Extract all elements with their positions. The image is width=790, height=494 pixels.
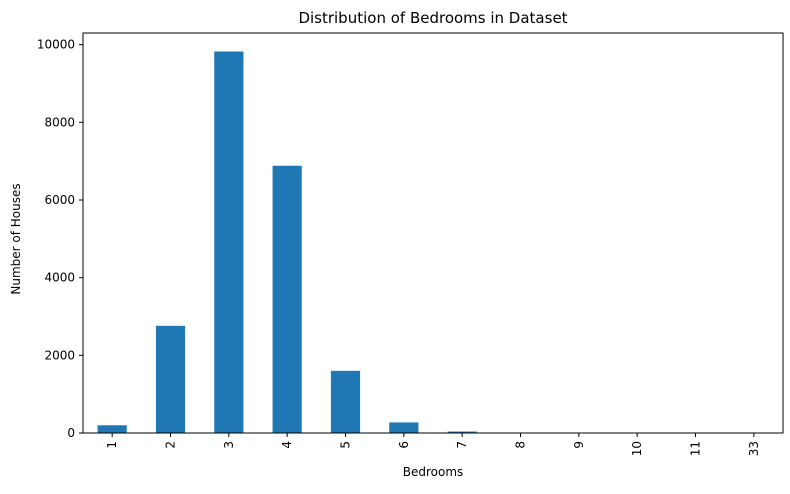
bar-3 bbox=[214, 51, 243, 433]
bar-6 bbox=[389, 422, 418, 433]
x-axis-ticks: 1 2 3 4 5 6 7 8 9 10 11 33 bbox=[105, 433, 761, 456]
bar-5 bbox=[331, 371, 360, 433]
x-tick-label: 3 bbox=[222, 441, 236, 449]
bar-2 bbox=[156, 326, 185, 433]
y-axis-ticks: 0 2000 4000 6000 8000 10000 bbox=[37, 38, 83, 440]
x-tick-label: 10 bbox=[630, 441, 644, 456]
y-tick-label: 6000 bbox=[44, 193, 75, 207]
x-tick-label: 1 bbox=[105, 441, 119, 449]
x-tick-label: 9 bbox=[572, 441, 586, 449]
x-tick-label: 4 bbox=[280, 441, 294, 449]
bar-1 bbox=[98, 425, 127, 433]
x-tick-label: 7 bbox=[455, 441, 469, 449]
y-tick-label: 0 bbox=[67, 426, 75, 440]
y-axis-label: Number of Houses bbox=[9, 183, 23, 294]
x-tick-label: 11 bbox=[689, 441, 703, 456]
y-tick-label: 10000 bbox=[37, 38, 75, 52]
bar-4 bbox=[273, 166, 302, 433]
y-tick-label: 4000 bbox=[44, 271, 75, 285]
plot-frame bbox=[83, 33, 783, 433]
x-tick-label: 8 bbox=[514, 441, 528, 449]
x-tick-label: 33 bbox=[747, 441, 761, 456]
plot-area bbox=[98, 51, 769, 433]
x-tick-label: 5 bbox=[339, 441, 353, 449]
x-tick-label: 6 bbox=[397, 441, 411, 449]
x-axis-label: Bedrooms bbox=[403, 465, 464, 479]
x-tick-label: 2 bbox=[164, 441, 178, 449]
y-tick-label: 8000 bbox=[44, 115, 75, 129]
y-tick-label: 2000 bbox=[44, 348, 75, 362]
chart-title: Distribution of Bedrooms in Dataset bbox=[298, 9, 567, 27]
